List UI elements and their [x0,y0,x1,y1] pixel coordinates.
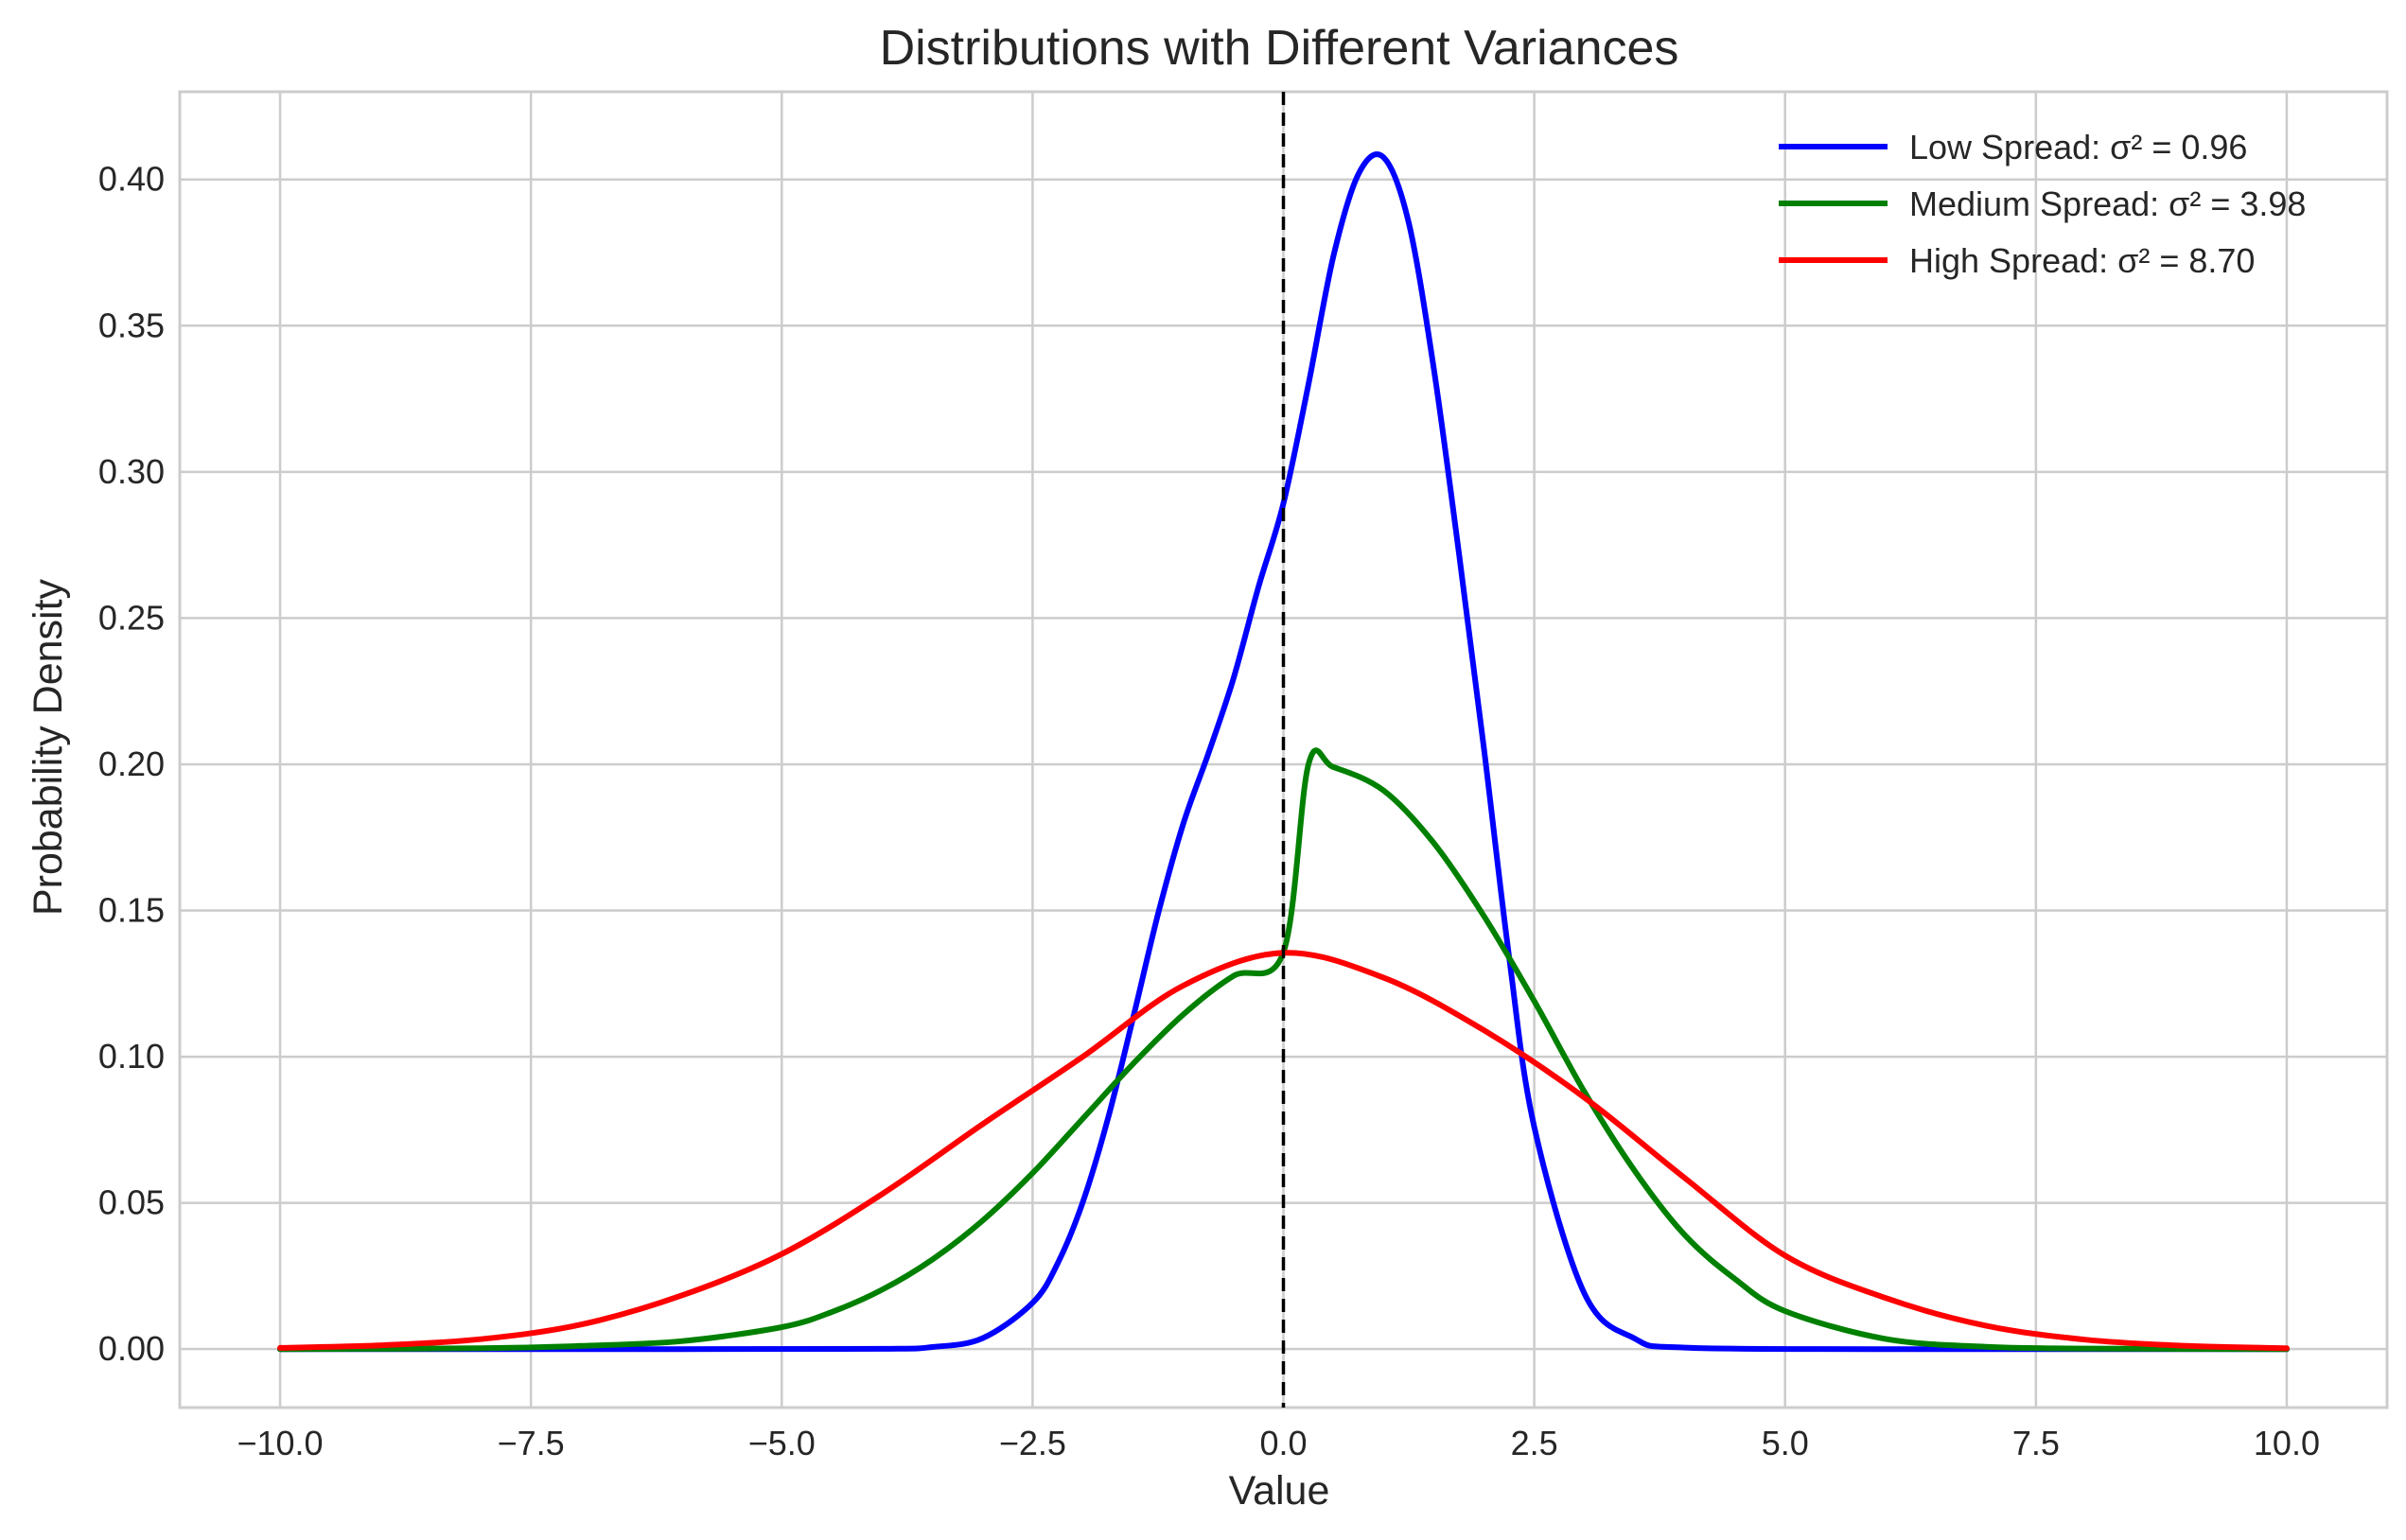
legend-label: High Spread: σ² = 8.70 [1909,241,2255,280]
y-tick-label: 0.00 [98,1329,165,1368]
x-tick-label: −10.0 [237,1424,323,1462]
legend-label: Medium Spread: σ² = 3.98 [1909,184,2306,223]
y-tick-label: 0.15 [98,891,165,930]
x-tick-labels: −10.0 −7.5 −5.0 −2.5 0.0 2.5 5.0 7.5 10.0 [237,1424,2319,1462]
x-tick-label: −7.5 [498,1424,565,1462]
legend-label: Low Spread: σ² = 0.96 [1909,128,2247,166]
y-tick-label: 0.30 [98,452,165,491]
y-axis-title: Probability Density [26,578,71,916]
x-tick-label: 7.5 [2012,1424,2060,1462]
x-tick-label: 2.5 [1511,1424,1558,1462]
y-tick-label: 0.10 [98,1037,165,1076]
y-tick-label: 0.25 [98,598,165,637]
x-tick-label: 10.0 [2254,1424,2320,1462]
y-tick-label: 0.40 [98,160,165,199]
y-tick-label: 0.20 [98,744,165,783]
x-tick-label: 0.0 [1259,1424,1307,1462]
series-line-medium-spread [277,747,2290,1353]
series-line-low-spread [277,151,2290,1353]
legend: Low Spread: σ² = 0.96 Medium Spread: σ² =… [1779,128,2306,280]
x-tick-label: 5.0 [1762,1424,1809,1462]
x-tick-label: −5.0 [748,1424,816,1462]
y-tick-label: 0.35 [98,306,165,344]
y-tick-label: 0.05 [98,1183,165,1222]
y-tick-labels: 0.00 0.05 0.10 0.15 0.20 0.25 0.30 0.35 0.40 [98,160,165,1368]
x-axis-title: Value [1229,1468,1330,1514]
x-tick-label: −2.5 [999,1424,1066,1462]
chart-title: Distributions with Different Variances [880,21,1679,76]
